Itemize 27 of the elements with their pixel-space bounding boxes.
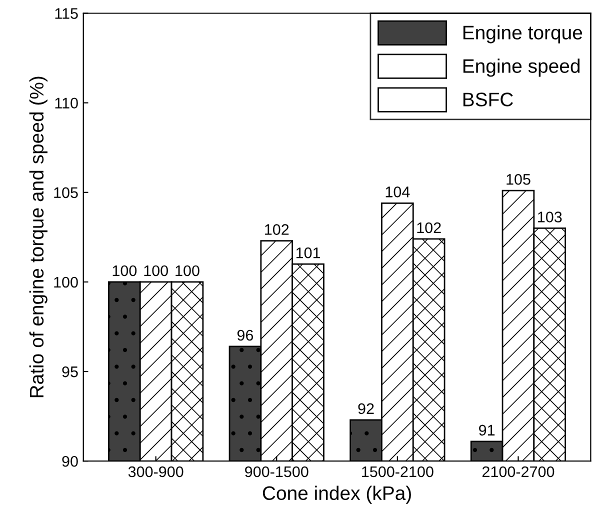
x-tick-label: 1500-2100 [362,466,434,478]
y-tick-label: 100 [54,276,78,288]
y-tick-label: 105 [54,187,78,198]
x-tick-label: 300-900 [128,466,184,478]
legend-label: Engine speed [463,58,580,77]
data-label: 102 [265,224,289,235]
y-tick-label: 95 [62,366,78,378]
data-label: 101 [296,247,320,258]
data-label: 100 [144,265,168,276]
data-label: 103 [538,212,562,222]
legend-label: BSFC [463,92,513,106]
data-label: 100 [176,265,200,276]
y-tick-label: 90 [62,456,78,467]
y-tick-label: 115 [55,8,78,19]
y-tick-label: 110 [55,98,78,109]
y-axis-title: Ratio of engine torque and speed (%) [29,76,48,398]
data-label: 100 [112,265,137,276]
data-label: 105 [506,174,530,185]
x-tick-label: 900-1500 [245,466,308,478]
x-axis-title: Cone index (kPa) [262,486,411,504]
data-label: 92 [358,403,374,414]
data-label: 102 [417,222,441,234]
data-label: 104 [386,186,410,198]
data-label: 96 [237,330,254,341]
legend-label: Engine torque [463,25,582,44]
x-tick-label: 2100-2700 [482,466,554,478]
data-label: 91 [479,424,495,436]
